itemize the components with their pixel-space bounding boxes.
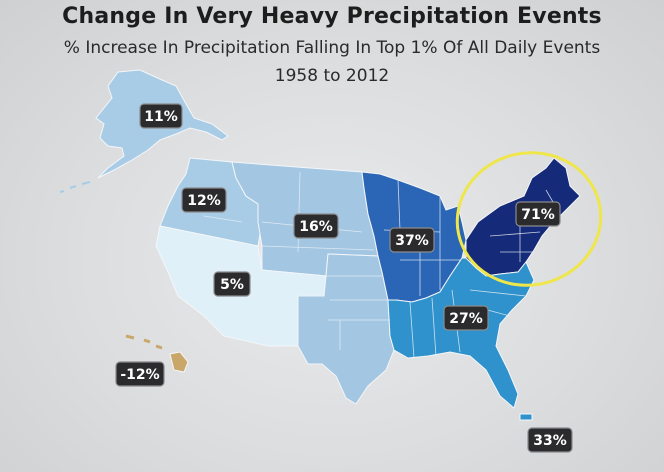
region-southeast [387, 257, 535, 409]
map-subtitle: % Increase In Precipitation Falling In T… [63, 38, 601, 58]
map-date-range: 1958 to 2012 [274, 66, 390, 86]
label-southeast-text: 27% [449, 311, 483, 327]
label-puerto-rico-text: 33% [533, 433, 567, 449]
label-northeast: 71% [515, 201, 561, 227]
region-puerto-rico [519, 413, 533, 421]
label-southeast: 27% [443, 305, 489, 331]
map-title: Change In Very Heavy Precipitation Event… [62, 4, 602, 29]
alaska-islands [59, 181, 91, 193]
label-southwest: 5% [213, 271, 251, 297]
hawaii-islands [125, 334, 163, 350]
label-midwest: 37% [389, 227, 435, 253]
northeast-highlight-circle [455, 151, 603, 287]
label-northwest-text: 12% [187, 193, 221, 209]
label-midwest-text: 37% [395, 233, 429, 249]
label-alaska: 11% [139, 103, 183, 129]
label-northeast-text: 71% [521, 207, 555, 223]
label-puerto-rico: 33% [527, 427, 573, 453]
region-hawaii [169, 351, 189, 373]
label-southwest-text: 5% [220, 277, 244, 293]
label-northwest: 12% [181, 187, 227, 213]
label-alaska-text: 11% [144, 109, 178, 125]
label-hawaii-text: -12% [120, 367, 159, 383]
label-hawaii: -12% [115, 361, 165, 387]
label-great-plains-text: 16% [299, 219, 333, 235]
label-great-plains: 16% [293, 213, 339, 239]
